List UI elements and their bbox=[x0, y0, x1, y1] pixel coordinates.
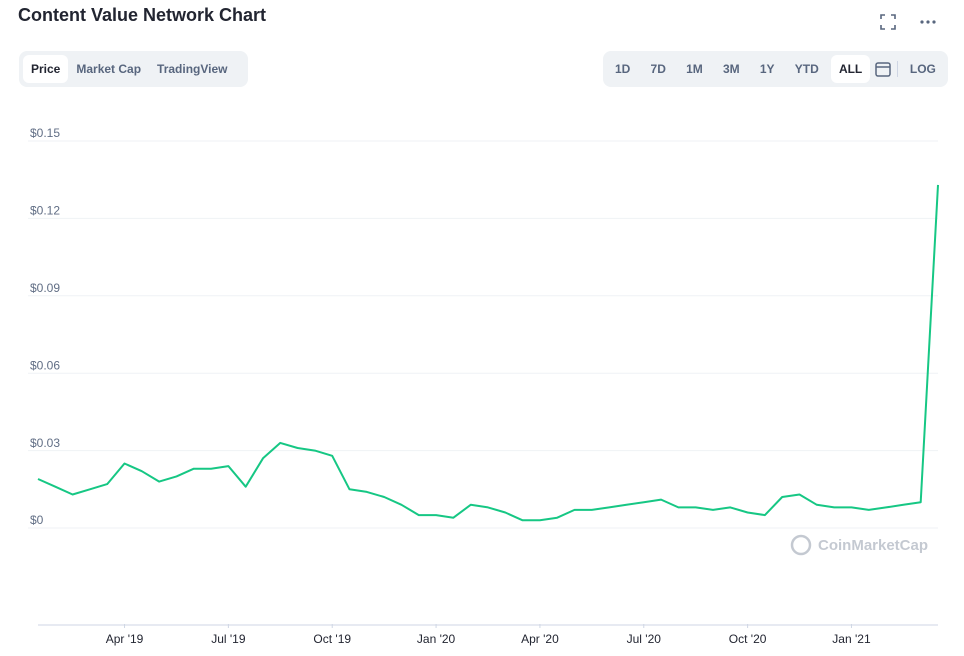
chart: $0 $0.03 $0.06 $0.09 $0.12 $0.15 Apr '19 Jul '1… bbox=[28, 126, 939, 646]
y-tick-label: $0.12 bbox=[30, 204, 60, 218]
button[interactable]: 1Y bbox=[759, 62, 775, 76]
range-group: 1D 7D 1M 3M 1Y YTD ALL LOG bbox=[603, 51, 948, 87]
x-tick-label: Oct '19 bbox=[313, 632, 351, 646]
button[interactable]: 1M bbox=[686, 62, 703, 76]
watermark-text: CoinMarketCap bbox=[818, 537, 928, 554]
button[interactable]: Price bbox=[23, 55, 69, 83]
x-tick-label: Jan '20 bbox=[417, 632, 456, 646]
x-tick-label: Apr '20 bbox=[521, 632, 559, 646]
more-icon[interactable] bbox=[918, 12, 938, 32]
x-tick-label: Jan '21 bbox=[832, 632, 871, 646]
button[interactable]: Market Cap bbox=[76, 62, 142, 76]
y-tick-label: $0.15 bbox=[30, 126, 60, 140]
watermark-logo bbox=[790, 534, 812, 556]
calendar-glyph bbox=[875, 62, 892, 77]
chart-title: Content Value Network Chart bbox=[18, 5, 267, 25]
y-tick-label: $0.06 bbox=[30, 358, 60, 372]
price-line bbox=[37, 184, 939, 522]
y-tick-label: $0.03 bbox=[30, 436, 60, 450]
fullscreen-icon[interactable] bbox=[878, 12, 898, 32]
dot bbox=[932, 20, 936, 24]
dot bbox=[926, 20, 930, 24]
button[interactable]: 7D bbox=[650, 62, 666, 76]
button[interactable]: YTD bbox=[794, 62, 819, 76]
y-tick-label: $0 bbox=[30, 513, 44, 527]
x-tick-label: Jul '20 bbox=[627, 632, 662, 646]
dot bbox=[920, 20, 924, 24]
x-tick-label: Oct '20 bbox=[729, 632, 767, 646]
fullscreen-glyph bbox=[880, 14, 896, 30]
tab-group: Price Market Cap TradingView bbox=[19, 51, 248, 87]
watermark: CoinMarketCap bbox=[790, 534, 928, 556]
button[interactable]: TradingView bbox=[157, 62, 228, 76]
button[interactable]: 1D bbox=[615, 62, 631, 76]
button[interactable]: 3M bbox=[722, 62, 740, 76]
separator bbox=[896, 61, 898, 77]
button[interactable]: ALL bbox=[830, 55, 871, 83]
x-tick-label: Apr '19 bbox=[106, 632, 144, 646]
x-tick-label: Jul '19 bbox=[211, 632, 246, 646]
button[interactable]: LOG bbox=[909, 62, 936, 76]
calendar-icon[interactable] bbox=[874, 60, 892, 78]
y-tick-label: $0.09 bbox=[30, 281, 60, 295]
